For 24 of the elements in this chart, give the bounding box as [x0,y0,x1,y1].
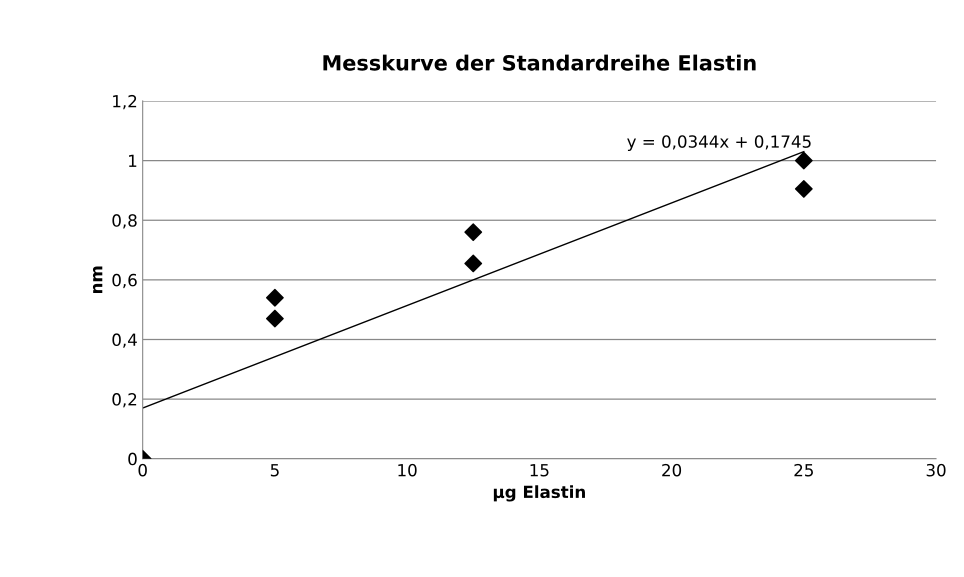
y-tick-label: 0 [128,452,137,466]
x-tick-label: 20 [662,464,682,476]
chart-title: Messkurve der Standardreihe Elastin [323,54,756,71]
x-tick-label: 5 [270,464,279,476]
y-tick-label: 0,6 [112,274,137,288]
y-tick-label: 0,4 [112,333,137,348]
point [794,180,813,198]
y-tick-label: 1 [129,154,136,167]
y-tick-label: 0,8 [112,214,137,228]
point [266,288,284,307]
x-tick-label: 15 [530,464,549,476]
x-tick-label: 30 [926,464,946,476]
point [464,254,482,272]
y-axis-title: nm [92,266,102,294]
y-tick-label: 1,2 [113,94,136,110]
x-tick-label: 10 [398,464,417,476]
point [464,223,482,242]
x-axis-title: µg Elastin [494,485,585,502]
point [794,152,813,170]
x-tick-label: 0 [138,464,147,476]
x-tick-label: 25 [794,464,813,476]
annotation: y = 0,0344x + 0,1745 [627,135,811,152]
point [266,310,284,328]
y-tick-label: 0,2 [112,393,136,408]
